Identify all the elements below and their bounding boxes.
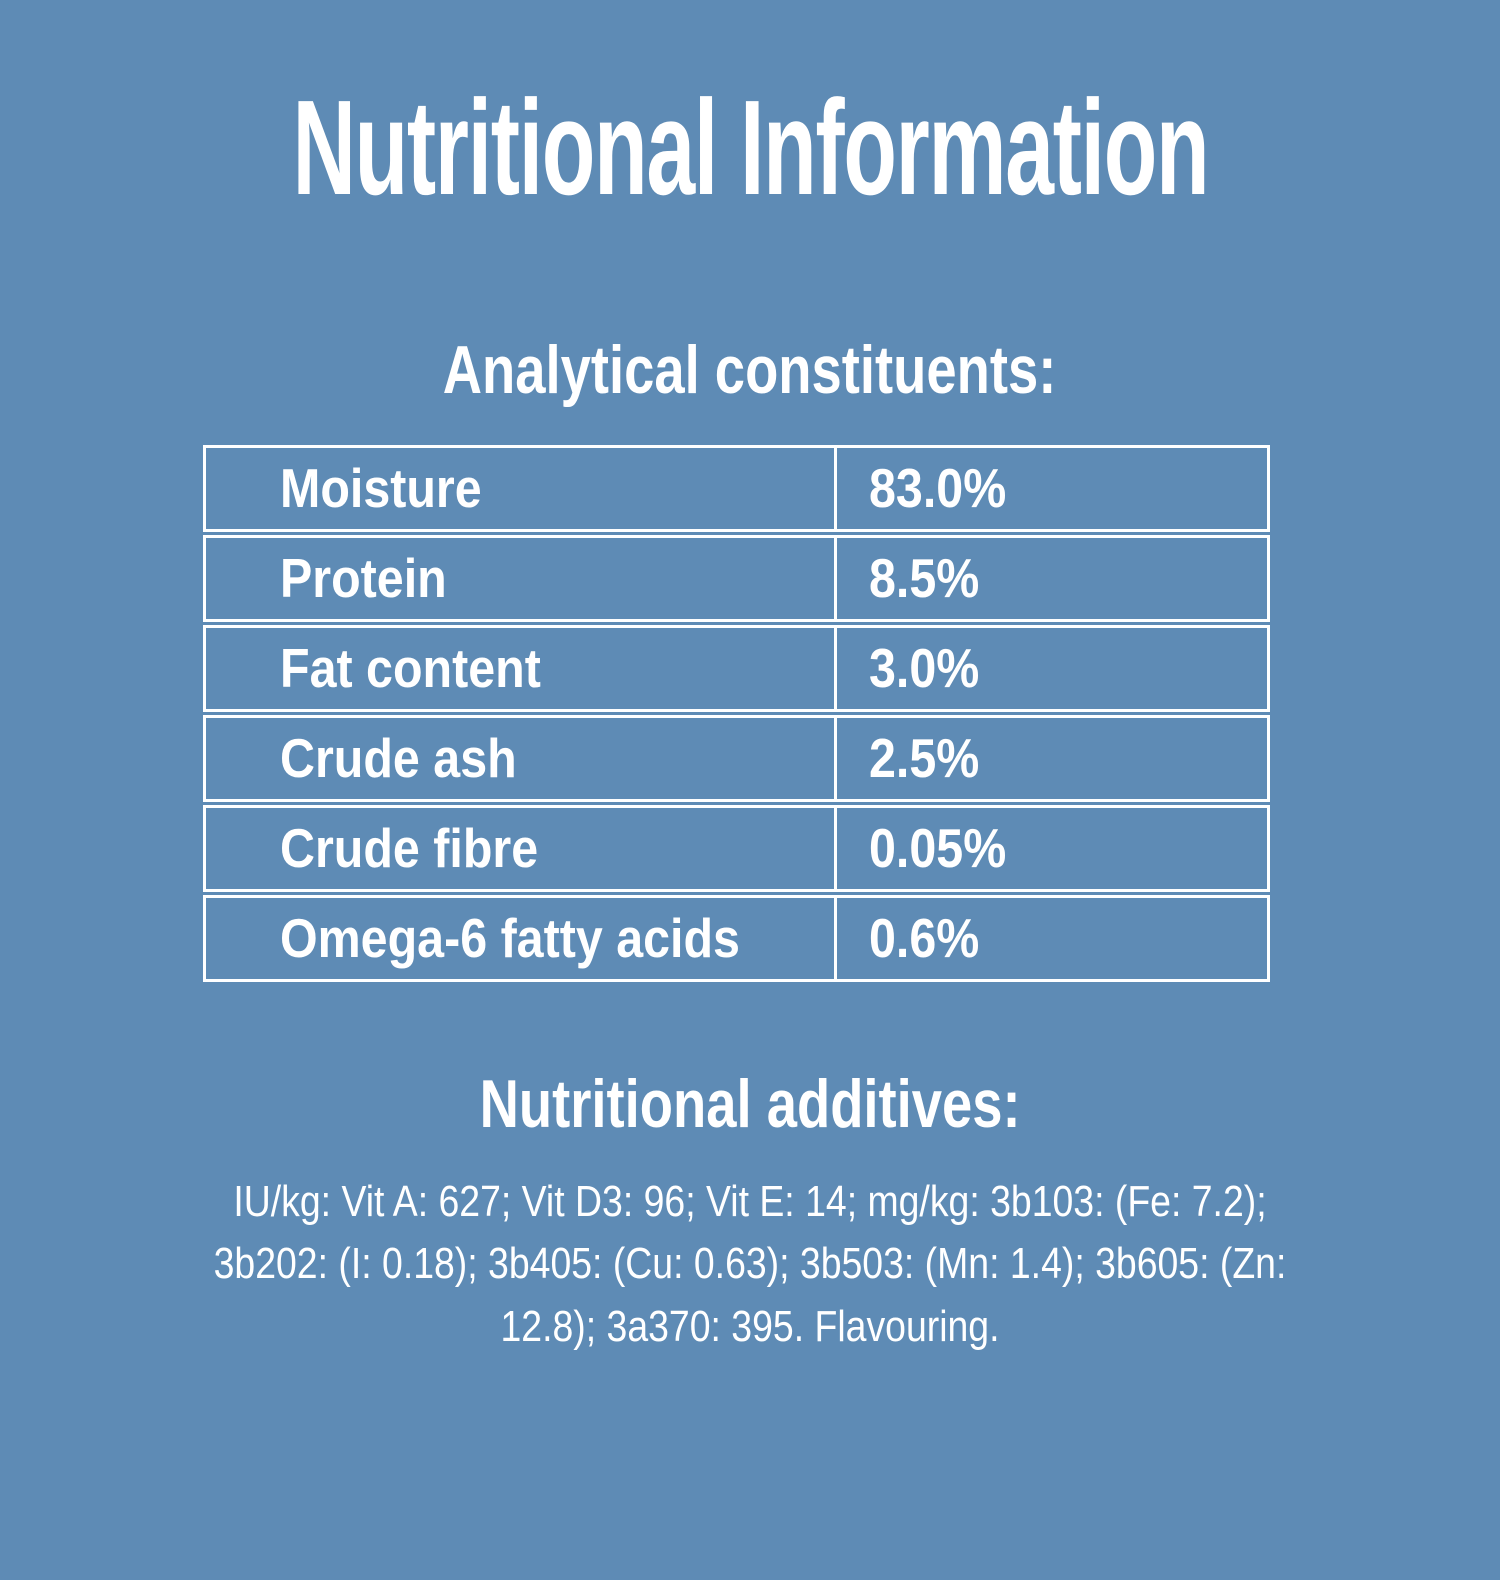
analytical-constituents-heading: Analytical constituents: bbox=[443, 332, 1057, 408]
nutrient-value-cell: 83.0% bbox=[837, 448, 1267, 529]
nutrient-label: Protein bbox=[280, 547, 447, 609]
nutritional-additives-heading: Nutritional additives: bbox=[479, 1066, 1021, 1142]
nutrient-value: 3.0% bbox=[869, 637, 980, 699]
nutrient-label: Crude ash bbox=[280, 727, 517, 789]
table-row: Protein 8.5% bbox=[203, 535, 1270, 622]
nutrient-value-cell: 8.5% bbox=[837, 538, 1267, 619]
nutrient-value-cell: 0.05% bbox=[837, 808, 1267, 889]
nutrient-label: Moisture bbox=[280, 457, 482, 519]
table-row: Moisture 83.0% bbox=[203, 445, 1270, 532]
constituents-table: Moisture 83.0% Protein 8.5% Fat content … bbox=[203, 445, 1270, 982]
page-title: Nutritional Information bbox=[292, 72, 1209, 223]
nutrient-value: 8.5% bbox=[869, 547, 980, 609]
nutrient-value: 0.05% bbox=[869, 817, 1007, 879]
table-row: Crude fibre 0.05% bbox=[203, 805, 1270, 892]
nutrient-value: 83.0% bbox=[869, 457, 1007, 519]
nutrient-label-cell: Crude ash bbox=[206, 718, 837, 799]
nutrition-label-panel: Nutritional Information Analytical const… bbox=[0, 80, 1500, 1580]
nutrient-label-cell: Crude fibre bbox=[206, 808, 837, 889]
table-row: Omega-6 fatty acids 0.6% bbox=[203, 895, 1270, 982]
nutrient-value: 0.6% bbox=[869, 907, 980, 969]
nutrient-label-cell: Protein bbox=[206, 538, 837, 619]
nutrient-value: 2.5% bbox=[869, 727, 980, 789]
nutrient-label-cell: Fat content bbox=[206, 628, 837, 709]
nutrient-label: Omega-6 fatty acids bbox=[280, 907, 740, 969]
nutrient-value-cell: 0.6% bbox=[837, 898, 1267, 979]
table-row: Fat content 3.0% bbox=[203, 625, 1270, 712]
nutrient-label-cell: Omega-6 fatty acids bbox=[206, 898, 837, 979]
nutrient-label-cell: Moisture bbox=[206, 448, 837, 529]
nutrient-value-cell: 2.5% bbox=[837, 718, 1267, 799]
nutrient-value-cell: 3.0% bbox=[837, 628, 1267, 709]
nutrient-label: Fat content bbox=[280, 637, 541, 699]
table-row: Crude ash 2.5% bbox=[203, 715, 1270, 802]
additives-text: IU/kg: Vit A: 627; Vit D3: 96; Vit E: 14… bbox=[213, 1177, 1287, 1351]
nutrient-label: Crude fibre bbox=[280, 817, 539, 879]
